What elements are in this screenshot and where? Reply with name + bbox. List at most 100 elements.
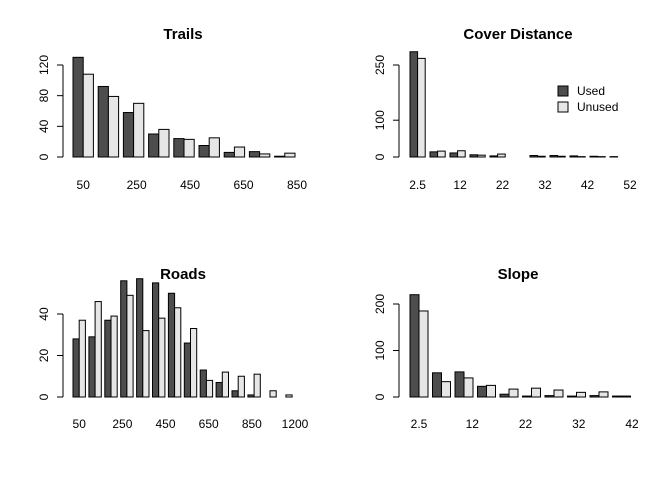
bar-unused-32.5 — [537, 155, 546, 158]
y-tick-label: 40 — [37, 119, 51, 133]
bar-unused-50 — [82, 73, 94, 158]
bar-used-2.5 — [409, 294, 420, 398]
bar-unused-350 — [158, 128, 170, 158]
x-tick-label: 1200 — [282, 417, 309, 431]
bar-unused-2.5 — [417, 57, 426, 158]
chart-title: Roads — [160, 266, 206, 283]
bar-unused-550 — [208, 137, 220, 158]
y-tick-label: 20 — [37, 349, 51, 363]
x-tick-label: 42 — [625, 417, 639, 431]
bar-unused-1050 — [237, 375, 245, 398]
bar-unused-37.5 — [557, 155, 566, 158]
bar-unused-950 — [221, 371, 230, 398]
bar-used-1150 — [247, 394, 255, 398]
bar-used-7.5 — [429, 151, 439, 158]
y-tick-label: 100 — [373, 110, 387, 130]
bar-unused-7.5 — [437, 150, 446, 158]
bar-used-7.5 — [432, 372, 442, 398]
y-tick-label: 0 — [373, 153, 387, 160]
bar-used-1050 — [231, 390, 239, 398]
y-tick-label: 0 — [37, 153, 51, 160]
legend-swatch-unused — [557, 101, 569, 113]
bar-used-42.5 — [589, 395, 600, 398]
x-tick-label: 32 — [538, 178, 552, 192]
bar-used-350 — [120, 280, 128, 398]
bar-unused-350 — [126, 294, 134, 398]
bar-unused-47.5 — [621, 395, 631, 398]
bar-unused-22.5 — [497, 153, 506, 158]
bar-unused-42.5 — [598, 391, 609, 398]
bar-used-17.5 — [469, 154, 479, 158]
bar-unused-7.5 — [441, 381, 451, 398]
x-tick-label: 12 — [466, 417, 480, 431]
bar-unused-750 — [190, 328, 198, 398]
bar-used-650 — [167, 292, 176, 398]
panel-cover-distance: Cover Distance 0 100 250 2.5 12 22 32 42 52 Used Un… — [373, 26, 637, 192]
panel-roads: Roads 0 20 40 50 250 450 650 850 1200 — [37, 266, 308, 431]
bar-used-750 — [183, 342, 192, 398]
y-tick-label: 200 — [373, 294, 387, 314]
x-tick-label: 450 — [156, 417, 176, 431]
bar-used-850 — [199, 369, 207, 398]
y-tick-label: 250 — [373, 55, 387, 75]
bar-unused-550 — [158, 317, 166, 398]
bar-unused-750 — [259, 153, 271, 158]
bar-unused-450 — [183, 138, 195, 158]
bar-used-950 — [215, 381, 223, 398]
x-tick-label: 2.5 — [411, 417, 428, 431]
bar-used-47.5 — [589, 155, 599, 158]
bar-used-850 — [274, 155, 286, 158]
bar-unused-150 — [107, 95, 120, 158]
chart-title: Slope — [498, 266, 539, 283]
x-tick-label: 50 — [77, 178, 91, 192]
panel-trails: Trails 0 40 80 120 50 250 450 650 850 — [37, 26, 307, 192]
x-tick-label: 52 — [623, 178, 637, 192]
y-tick-label: 100 — [373, 340, 387, 360]
chart-title: Cover Distance — [463, 26, 572, 43]
bar-unused-850 — [205, 379, 214, 398]
bar-used-250 — [122, 112, 135, 158]
bar-unused-50 — [78, 319, 86, 398]
bar-unused-150 — [94, 301, 102, 398]
bar-unused-1350 — [285, 394, 293, 398]
bar-used-450 — [173, 138, 185, 158]
bar-used-650 — [223, 151, 235, 158]
bar-unused-32.5 — [553, 389, 564, 398]
bar-unused-22.5 — [508, 388, 519, 398]
x-tick-label: 12 — [453, 178, 467, 192]
x-tick-label: 50 — [73, 417, 87, 431]
x-tick-label: 2.5 — [409, 178, 426, 192]
bar-used-17.5 — [477, 385, 487, 398]
bar-used-22.5 — [489, 155, 499, 158]
bar-used-50 — [72, 338, 80, 398]
y-tick-label: 0 — [373, 393, 387, 400]
legend-label-unused: Unused — [577, 100, 618, 114]
y-tick-label: 0 — [37, 393, 51, 400]
bar-unused-12.5 — [463, 377, 474, 398]
x-tick-label: 850 — [287, 178, 307, 192]
bar-unused-2.5 — [418, 310, 429, 398]
bar-unused-1150 — [253, 373, 261, 398]
bar-unused-850 — [284, 152, 296, 158]
x-tick-label: 22 — [496, 178, 510, 192]
bar-used-250 — [104, 319, 112, 398]
bar-used-12.5 — [454, 371, 465, 398]
legend-label-used: Used — [577, 84, 605, 98]
bar-used-550 — [198, 145, 210, 158]
y-tick-label: 80 — [37, 89, 51, 103]
bar-unused-450 — [142, 330, 150, 398]
bar-used-350 — [148, 133, 160, 158]
bar-used-12.5 — [449, 152, 459, 158]
x-tick-label: 850 — [242, 417, 262, 431]
bar-used-450 — [136, 278, 144, 398]
bar-used-32.5 — [544, 395, 555, 398]
x-tick-label: 650 — [199, 417, 219, 431]
y-tick-label: 40 — [37, 307, 51, 321]
bar-used-750 — [248, 151, 261, 158]
x-tick-label: 42 — [581, 178, 595, 192]
bar-unused-1250 — [269, 390, 277, 398]
bar-unused-650 — [233, 146, 246, 158]
bar-used-150 — [88, 336, 96, 398]
x-tick-label: 250 — [112, 417, 132, 431]
bar-unused-17.5 — [477, 154, 486, 158]
